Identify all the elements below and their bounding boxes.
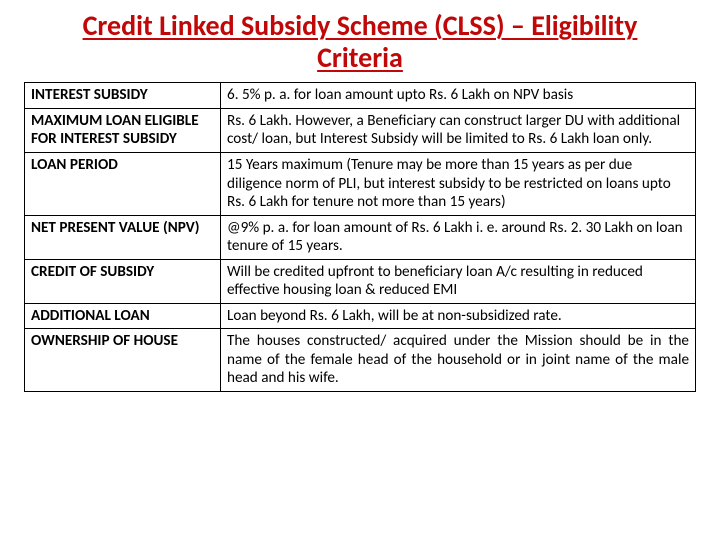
row-label: LOAN PERIOD [25, 153, 221, 216]
slide-container: Credit Linked Subsidy Scheme (CLSS) – El… [0, 0, 720, 540]
eligibility-table: INTEREST SUBSIDY6. 5% p. a. for loan amo… [24, 82, 696, 392]
table-row: ADDITIONAL LOANLoan beyond Rs. 6 Lakh, w… [25, 303, 696, 329]
row-label: MAXIMUM LOAN ELIGIBLE FOR INTEREST SUBSI… [25, 108, 221, 152]
table-row: NET PRESENT VALUE (NPV)@9% p. a. for loa… [25, 215, 696, 259]
row-label: CREDIT OF SUBSIDY [25, 259, 221, 303]
row-value: Rs. 6 Lakh. However, a Beneficiary can c… [221, 108, 696, 152]
row-label: OWNERSHIP OF HOUSE [25, 329, 221, 392]
row-value: Will be credited upfront to beneficiary … [221, 259, 696, 303]
row-value: 6. 5% p. a. for loan amount upto Rs. 6 L… [221, 83, 696, 109]
row-value: @9% p. a. for loan amount of Rs. 6 Lakh … [221, 215, 696, 259]
table-row: OWNERSHIP OF HOUSEThe houses constructed… [25, 329, 696, 392]
row-label: ADDITIONAL LOAN [25, 303, 221, 329]
row-value: The houses constructed/ acquired under t… [221, 329, 696, 392]
row-value: Loan beyond Rs. 6 Lakh, will be at non-s… [221, 303, 696, 329]
page-title: Credit Linked Subsidy Scheme (CLSS) – El… [24, 10, 696, 74]
row-value: 15 Years maximum (Tenure may be more tha… [221, 153, 696, 216]
row-label: INTEREST SUBSIDY [25, 83, 221, 109]
table-row: CREDIT OF SUBSIDYWill be credited upfron… [25, 259, 696, 303]
eligibility-table-body: INTEREST SUBSIDY6. 5% p. a. for loan amo… [25, 83, 696, 392]
table-row: LOAN PERIOD15 Years maximum (Tenure may … [25, 153, 696, 216]
row-label: NET PRESENT VALUE (NPV) [25, 215, 221, 259]
table-row: INTEREST SUBSIDY6. 5% p. a. for loan amo… [25, 83, 696, 109]
table-row: MAXIMUM LOAN ELIGIBLE FOR INTEREST SUBSI… [25, 108, 696, 152]
